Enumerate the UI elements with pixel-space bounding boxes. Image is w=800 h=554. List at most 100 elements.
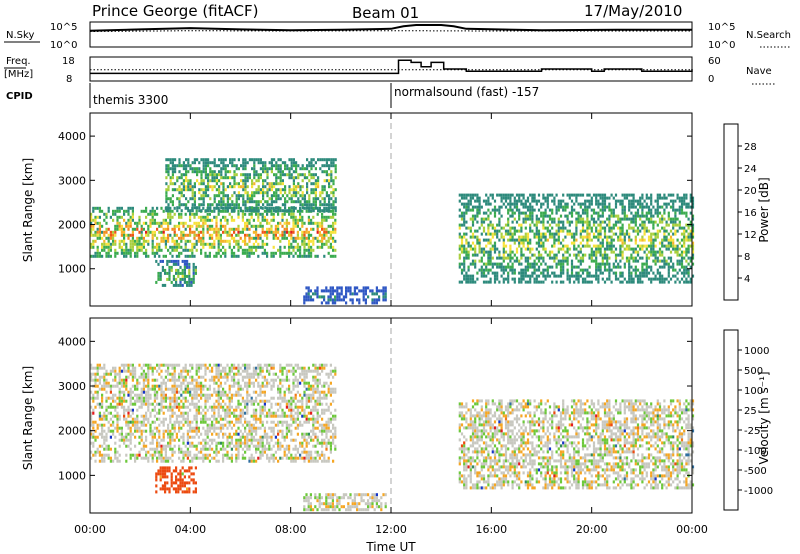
heatmap-cell: [206, 399, 209, 403]
heatmap-cell: [676, 271, 679, 275]
heatmap-cell: [485, 250, 488, 254]
heatmap-cell: [608, 247, 611, 251]
heatmap-cell: [489, 277, 492, 281]
heatmap-cell: [467, 274, 470, 278]
heatmap-cell: [142, 242, 145, 246]
heatmap-cell: [687, 256, 690, 260]
heatmap-cell: [487, 214, 490, 218]
heatmap-cell: [573, 280, 576, 284]
heatmap-cell: [306, 206, 309, 210]
heatmap-cell: [200, 236, 203, 240]
heatmap-cell: [127, 411, 130, 415]
heatmap-cell: [182, 435, 185, 439]
heatmap-cell: [522, 238, 525, 242]
heatmap-cell: [496, 274, 499, 278]
heatmap-cell: [101, 242, 104, 246]
heatmap-cell: [542, 244, 545, 248]
heatmap-cell: [101, 248, 104, 252]
heatmap-cell: [193, 453, 196, 457]
heatmap-cell: [658, 196, 662, 200]
heatmap-cell: [167, 173, 170, 177]
heatmap-cell: [288, 242, 291, 246]
heatmap-cell: [105, 417, 108, 421]
heatmap-cell: [116, 414, 119, 418]
heatmap-cell: [171, 236, 174, 240]
heatmap-cell: [198, 197, 201, 201]
heatmap-cell: [562, 238, 565, 242]
heatmap-cell: [575, 211, 578, 215]
heatmap-cell: [667, 232, 670, 236]
heatmap-cell: [96, 254, 99, 258]
heatmap-cell: [164, 429, 167, 433]
heatmap-cell: [509, 214, 512, 218]
heatmap-cell: [504, 250, 508, 254]
heatmap-cell: [546, 253, 549, 257]
heatmap-cell: [191, 420, 194, 424]
heatmap-cell: [262, 203, 265, 207]
heatmap-cell: [502, 250, 505, 254]
heatmap-cell: [178, 408, 181, 412]
heatmap-cell: [288, 248, 291, 252]
heatmap-cell: [667, 274, 670, 278]
heatmap-cell: [105, 435, 108, 439]
heatmap-cell: [202, 393, 205, 397]
heatmap-cell: [562, 229, 565, 233]
heatmap-cell: [114, 372, 117, 376]
heatmap-cell: [105, 372, 108, 376]
heatmap-cell: [520, 211, 523, 215]
heatmap-cell: [557, 220, 560, 224]
heatmap-cell: [207, 203, 210, 207]
heatmap-cell: [208, 212, 211, 216]
heatmap-cell: [323, 170, 326, 174]
heatmap-cell: [253, 191, 256, 195]
heatmap-cell: [136, 420, 139, 424]
heatmap-cell: [308, 203, 311, 207]
heatmap-cell: [542, 211, 545, 215]
heatmap-cell: [548, 193, 552, 197]
heatmap-cell: [120, 396, 123, 400]
heatmap-cell: [577, 244, 580, 248]
heatmap-cell: [474, 229, 477, 233]
heatmap-cell: [553, 241, 556, 245]
heatmap-cell: [180, 447, 183, 451]
heatmap-cell: [579, 268, 582, 272]
heatmap-cell: [173, 248, 176, 252]
heatmap-cell: [465, 232, 468, 236]
heatmap-cell: [103, 242, 106, 246]
heatmap-cell: [654, 208, 657, 212]
heatmap-cell: [687, 244, 690, 248]
heatmap-cell: [296, 221, 299, 225]
heatmap-cell: [641, 247, 644, 251]
heatmap-cell: [678, 280, 681, 284]
heatmap-cell: [261, 239, 264, 243]
heatmap-cell: [674, 247, 677, 251]
heatmap-cell: [171, 161, 174, 165]
heatmap-cell: [281, 179, 284, 183]
heatmap-cell: [222, 191, 225, 195]
heatmap-cell: [334, 206, 337, 210]
heatmap-cell: [513, 259, 516, 263]
heatmap-cell: [485, 244, 488, 248]
heatmap-cell: [513, 196, 516, 200]
heatmap-cell: [542, 268, 545, 272]
heatmap-cell: [169, 372, 172, 376]
heatmap-cell: [204, 194, 207, 198]
heatmap-cell: [193, 185, 196, 189]
heatmap-cell: [621, 208, 624, 212]
heatmap-cell: [90, 420, 93, 424]
heatmap-cell: [634, 220, 637, 224]
heatmap-cell: [164, 405, 167, 409]
heatmap-cell: [476, 277, 479, 281]
heatmap-cell: [171, 435, 174, 439]
heatmap-cell: [220, 182, 223, 186]
heatmap-cell: [257, 188, 260, 192]
heatmap-cell: [650, 268, 653, 272]
heatmap-cell: [332, 203, 335, 207]
heatmap-cell: [217, 435, 220, 439]
heatmap-cell: [650, 208, 653, 212]
heatmap-cell: [142, 441, 145, 445]
heatmap-cell: [213, 408, 216, 412]
heatmap-cell: [614, 232, 618, 236]
heatmap-cell: [195, 369, 198, 373]
heatmap-cell: [196, 179, 199, 183]
